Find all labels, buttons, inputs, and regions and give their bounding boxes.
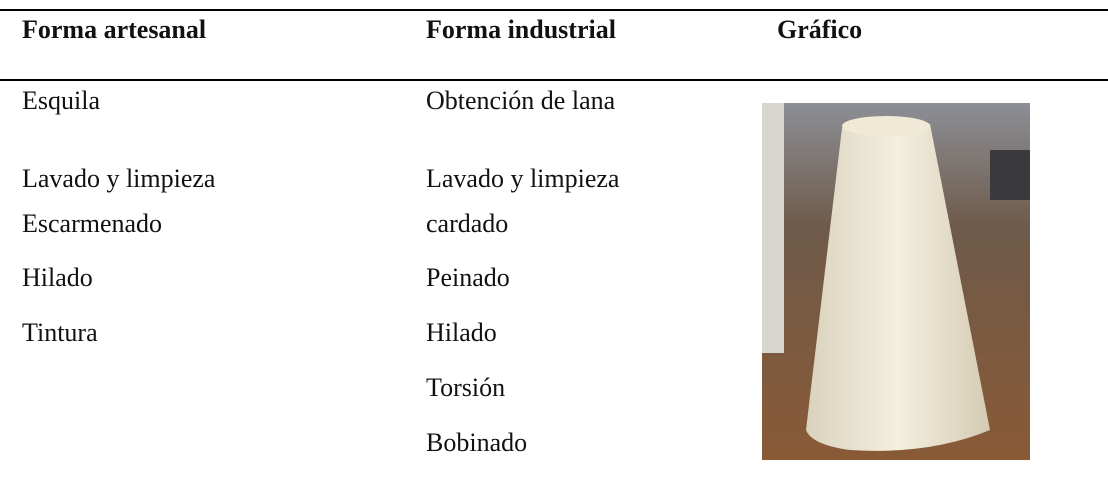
cell: cardado bbox=[426, 209, 508, 238]
cell: Escarmenado bbox=[22, 209, 162, 238]
cell: Torsión bbox=[426, 373, 505, 402]
cell: Bobinado bbox=[426, 428, 527, 457]
cell: Peinado bbox=[426, 263, 510, 292]
header-cell: Forma industrial bbox=[426, 15, 616, 44]
cell: Obtención de lana bbox=[426, 86, 616, 115]
photo bbox=[762, 103, 1030, 460]
header-cell: Forma artesanal bbox=[22, 15, 206, 44]
cell: Lavado y limpieza bbox=[426, 164, 620, 193]
cell: Lavado y limpieza bbox=[22, 164, 216, 193]
cell: Esquila bbox=[22, 86, 100, 115]
cell: Tintura bbox=[22, 318, 98, 347]
cell: Hilado bbox=[426, 318, 497, 347]
header-cell: Gráfico bbox=[777, 15, 862, 44]
cell: Hilado bbox=[22, 263, 93, 292]
